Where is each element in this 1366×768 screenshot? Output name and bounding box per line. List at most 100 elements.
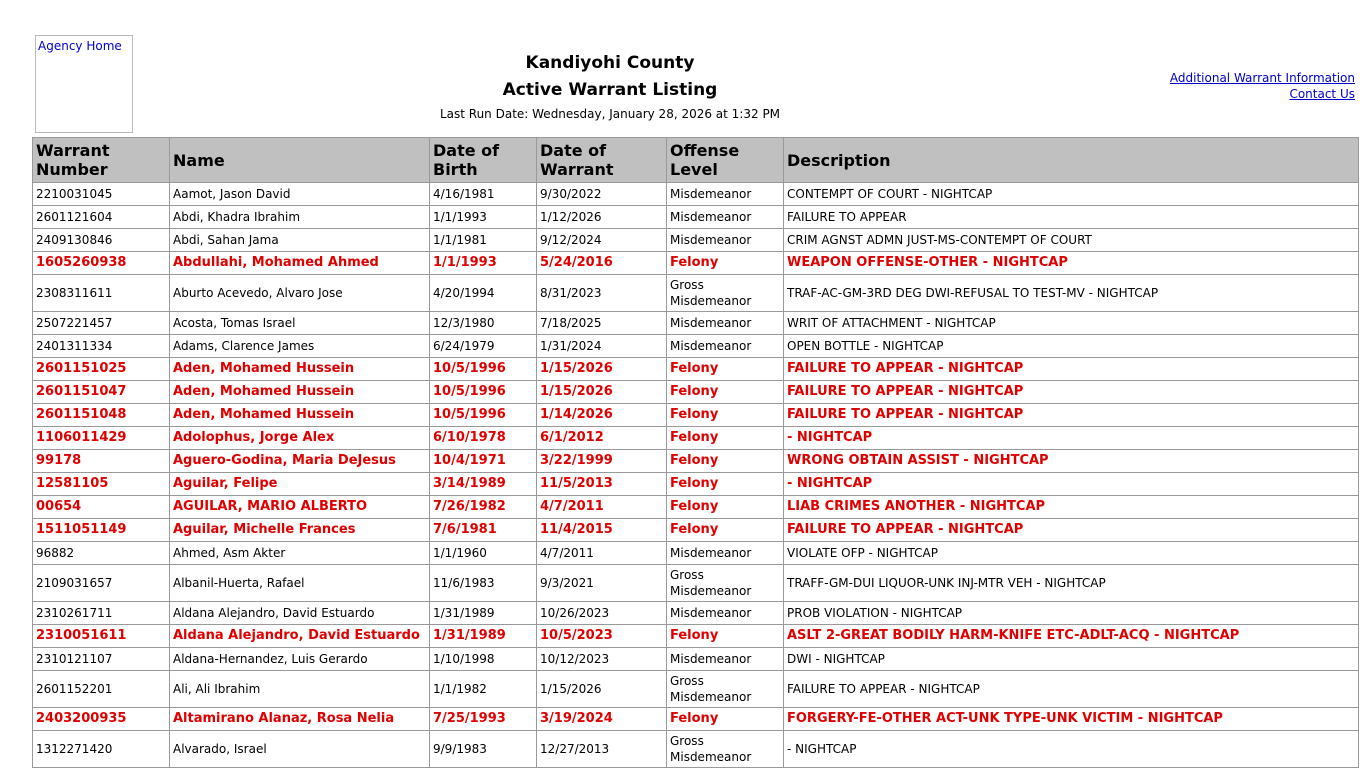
warrant-row: 2403200935 Altamirano Alanaz, Rosa Nelia 7… xyxy=(32,707,1359,731)
name-cell: Altamirano Alanaz, Rosa Nelia xyxy=(169,707,430,731)
date-of-birth-cell: 1/31/1989 xyxy=(429,601,537,625)
offense-level-cell: Felony xyxy=(666,426,784,450)
date-of-birth-cell: 10/5/1996 xyxy=(429,403,537,427)
name-cell: Aden, Mohamed Hussein xyxy=(169,357,430,381)
name-cell: Ali, Ali Ibrahim xyxy=(169,670,430,708)
warrant-row: 1511051149 Aguilar, Michelle Frances 7/6/1… xyxy=(32,518,1359,542)
date-of-warrant-cell: 1/15/2026 xyxy=(536,380,667,404)
column-header: Description xyxy=(783,137,1359,183)
offense-level-cell: Gross Misdemeanor xyxy=(666,564,784,602)
description-cell: FORGERY-FE-OTHER ACT-UNK TYPE-UNK VICTIM… xyxy=(783,707,1359,731)
date-of-birth-cell: 9/9/1983 xyxy=(429,730,537,768)
name-cell: Abdullahi, Mohamed Ahmed xyxy=(169,251,430,275)
date-of-warrant-cell: 9/12/2024 xyxy=(536,228,667,252)
column-header: Name xyxy=(169,137,430,183)
description-cell: CONTEMPT OF COURT - NIGHTCAP xyxy=(783,182,1359,206)
agency-home-logo[interactable]: Agency Home xyxy=(35,35,133,133)
contact-link[interactable]: Contact Us xyxy=(1289,87,1355,101)
date-of-birth-cell: 10/5/1996 xyxy=(429,357,537,381)
date-of-birth-cell: 6/24/1979 xyxy=(429,334,537,358)
header-links: Additional Warrant Information Contact U… xyxy=(1170,70,1355,102)
date-of-birth-cell: 3/14/1989 xyxy=(429,472,537,496)
warrant-number-cell: 00654 xyxy=(32,495,170,519)
name-cell: Aguilar, Michelle Frances xyxy=(169,518,430,542)
warrant-number-cell: 96882 xyxy=(32,541,170,565)
offense-level-cell: Felony xyxy=(666,380,784,404)
description-cell: DWI - NIGHTCAP xyxy=(783,647,1359,671)
date-of-warrant-cell: 11/5/2013 xyxy=(536,472,667,496)
warrant-number-cell: 99178 xyxy=(32,449,170,473)
warrant-row: 96882 Ahmed, Asm Akter 1/1/1960 4/7/2011 Mis… xyxy=(32,541,1359,565)
warrant-number-cell: 2507221457 xyxy=(32,311,170,335)
date-of-birth-cell: 4/16/1981 xyxy=(429,182,537,206)
description-cell: FAILURE TO APPEAR - NIGHTCAP xyxy=(783,518,1359,542)
date-of-warrant-cell: 3/19/2024 xyxy=(536,707,667,731)
date-of-birth-cell: 6/10/1978 xyxy=(429,426,537,450)
warrant-row: 2310051611 Aldana Alejandro, David Estuar… xyxy=(32,624,1359,648)
warrant-number-cell: 2310121107 xyxy=(32,647,170,671)
offense-level-cell: Misdemeanor xyxy=(666,601,784,625)
description-cell: VIOLATE OFP - NIGHTCAP xyxy=(783,541,1359,565)
table-body: 2210031045 Aamot, Jason David 4/16/1981 9/3… xyxy=(32,182,1359,768)
warrant-number-cell: 2601151047 xyxy=(32,380,170,404)
warrant-row: 2310121107 Aldana-Hernandez, Luis Gerardo… xyxy=(32,647,1359,671)
offense-level-cell: Felony xyxy=(666,518,784,542)
warrant-number-cell: 2409130846 xyxy=(32,228,170,252)
description-cell: WRIT OF ATTACHMENT - NIGHTCAP xyxy=(783,311,1359,335)
run-date: Last Run Date: Wednesday, January 28, 20… xyxy=(439,107,781,121)
warrant-row: 1312271420 Alvarado, Israel 9/9/1983 12/27/… xyxy=(32,730,1359,768)
name-cell: Aburto Acevedo, Alvaro Jose xyxy=(169,274,430,312)
description-cell: TRAF-AC-GM-3RD DEG DWI-REFUSAL TO TEST-M… xyxy=(783,274,1359,312)
name-cell: Adolophus, Jorge Alex xyxy=(169,426,430,450)
warrant-number-cell: 2601151025 xyxy=(32,357,170,381)
date-of-warrant-cell: 1/31/2024 xyxy=(536,334,667,358)
date-of-warrant-cell: 1/14/2026 xyxy=(536,403,667,427)
warrant-row: 99178 Aguero-Godina, Maria DeJesus 10/4/19… xyxy=(32,449,1359,473)
additional-info-link[interactable]: Additional Warrant Information xyxy=(1169,71,1355,85)
name-cell: Alvarado, Israel xyxy=(169,730,430,768)
name-cell: Acosta, Tomas Israel xyxy=(169,311,430,335)
description-cell: - NIGHTCAP xyxy=(783,426,1359,450)
description-cell: PROB VIOLATION - NIGHTCAP xyxy=(783,601,1359,625)
warrant-number-cell: 2401311334 xyxy=(32,334,170,358)
description-cell: TRAFF-GM-DUI LIQUOR-UNK INJ-MTR VEH - NI… xyxy=(783,564,1359,602)
date-of-warrant-cell: 3/22/1999 xyxy=(536,449,667,473)
name-cell: Abdi, Sahan Jama xyxy=(169,228,430,252)
offense-level-cell: Gross Misdemeanor xyxy=(666,274,784,312)
name-cell: Aguilar, Felipe xyxy=(169,472,430,496)
column-header: Offense Level xyxy=(666,137,784,183)
name-cell: Aden, Mohamed Hussein xyxy=(169,403,430,427)
warrant-row: 1106011429 Adolophus, Jorge Alex 6/10/1978… xyxy=(32,426,1359,450)
date-of-warrant-cell: 10/12/2023 xyxy=(536,647,667,671)
date-of-warrant-cell: 1/15/2026 xyxy=(536,670,667,708)
header-row: Warrant Number Name Date of Birth Date of W… xyxy=(32,137,1359,183)
warrant-number-cell: 12581105 xyxy=(32,472,170,496)
description-cell: - NIGHTCAP xyxy=(783,730,1359,768)
description-cell: WRONG OBTAIN ASSIST - NIGHTCAP xyxy=(783,449,1359,473)
offense-level-cell: Felony xyxy=(666,449,784,473)
page-header: Kandiyohi County Active Warrant Listing … xyxy=(410,50,810,121)
column-header: Warrant Number xyxy=(32,137,170,183)
warrant-number-cell: 2403200935 xyxy=(32,707,170,731)
offense-level-cell: Felony xyxy=(666,707,784,731)
description-cell: ASLT 2-GREAT BODILY HARM-KNIFE ETC-ADLT-… xyxy=(783,624,1359,648)
name-cell: Aamot, Jason David xyxy=(169,182,430,206)
warrant-row: 2601121604 Abdi, Khadra Ibrahim 1/1/1993 1/… xyxy=(32,205,1359,229)
name-cell: Abdi, Khadra Ibrahim xyxy=(169,205,430,229)
description-cell: OPEN BOTTLE - NIGHTCAP xyxy=(783,334,1359,358)
name-cell: Aldana Alejandro, David Estuardo xyxy=(169,624,430,648)
warrant-table: Warrant Number Name Date of Birth Date of W… xyxy=(32,137,1359,768)
warrant-row: 2601151047 Aden, Mohamed Hussein 10/5/1996… xyxy=(32,380,1359,404)
offense-level-cell: Gross Misdemeanor xyxy=(666,730,784,768)
date-of-warrant-cell: 5/24/2016 xyxy=(536,251,667,275)
date-of-birth-cell: 4/20/1994 xyxy=(429,274,537,312)
date-of-birth-cell: 12/3/1980 xyxy=(429,311,537,335)
date-of-warrant-cell: 8/31/2023 xyxy=(536,274,667,312)
date-of-warrant-cell: 1/12/2026 xyxy=(536,205,667,229)
offense-level-cell: Misdemeanor xyxy=(666,205,784,229)
date-of-birth-cell: 7/25/1993 xyxy=(429,707,537,731)
date-of-warrant-cell: 9/30/2022 xyxy=(536,182,667,206)
date-of-warrant-cell: 10/26/2023 xyxy=(536,601,667,625)
date-of-warrant-cell: 7/18/2025 xyxy=(536,311,667,335)
